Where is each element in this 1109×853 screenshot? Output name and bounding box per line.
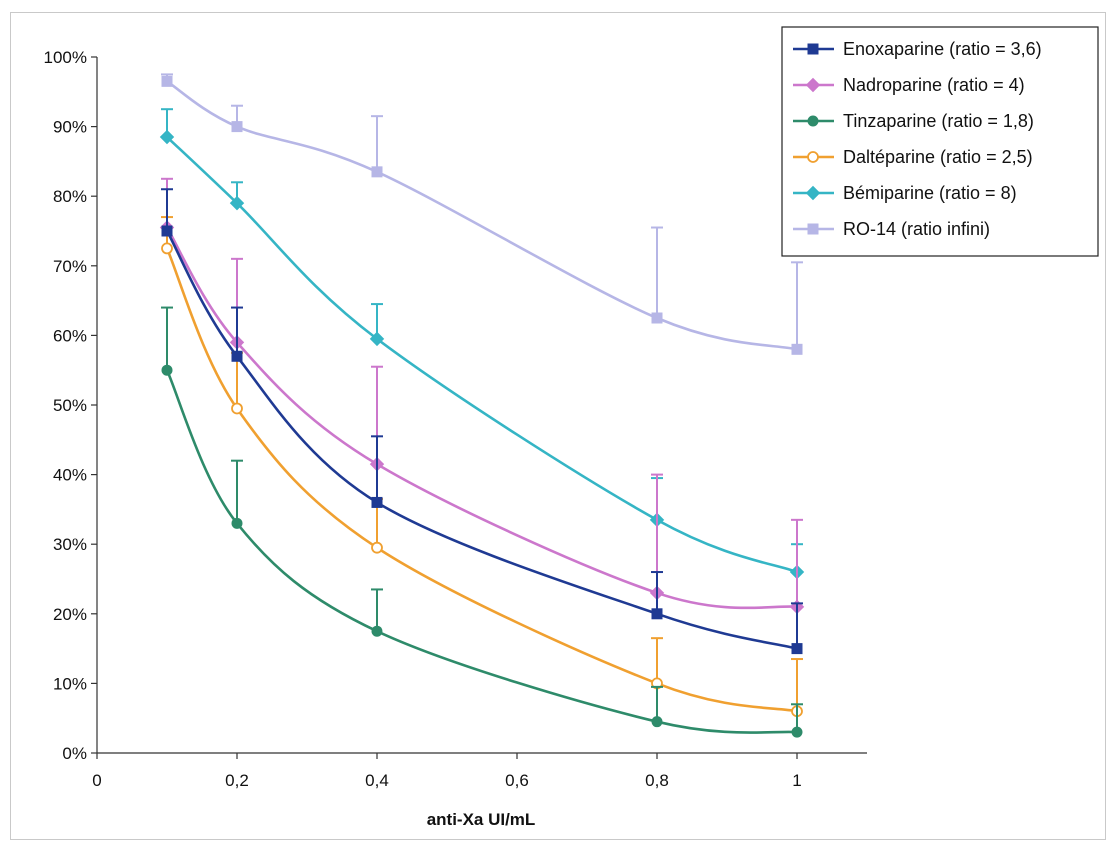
series-layer <box>159 73 805 738</box>
data-point <box>231 517 243 529</box>
data-point <box>651 608 663 620</box>
legend-label: Enoxaparine (ratio = 3,6) <box>843 39 1042 59</box>
legend-item: Nadroparine (ratio = 4) <box>793 75 1025 95</box>
data-point <box>229 195 245 211</box>
series-0 <box>161 188 803 655</box>
data-point <box>371 541 383 554</box>
series-line <box>165 230 798 650</box>
legend-item: Enoxaparine (ratio = 3,6) <box>793 39 1042 59</box>
data-point <box>159 129 175 145</box>
legend-label: Nadroparine (ratio = 4) <box>843 75 1025 95</box>
series-3 <box>161 216 803 718</box>
y-tick-label: 90% <box>53 118 87 137</box>
y-tick-label: 80% <box>53 187 87 206</box>
series-4 <box>159 108 805 580</box>
data-point <box>651 312 663 324</box>
data-point <box>371 166 383 178</box>
y-tick-label: 50% <box>53 396 87 415</box>
y-tick-label: 40% <box>53 466 87 485</box>
legend-marker <box>807 115 819 127</box>
series-2 <box>161 306 803 738</box>
legend: Enoxaparine (ratio = 3,6) Nadroparine (ra… <box>781 26 1099 257</box>
data-point <box>161 225 173 237</box>
y-tick-label: 60% <box>53 326 87 345</box>
data-point <box>791 643 803 655</box>
x-axis-title: anti-Xa UI/mL <box>427 810 536 829</box>
chart: 0% 10% 20% 30% 40% 50% 60% 70% 80% 90% 100% 0 0,2 0,4… <box>44 26 1099 829</box>
series-5 <box>161 73 803 355</box>
legend-label: Bémiparine (ratio = 8) <box>843 183 1017 203</box>
series-line <box>166 136 798 574</box>
y-tick-label: 100% <box>44 48 87 67</box>
data-point <box>371 625 383 637</box>
series-line <box>165 226 798 610</box>
legend-label: RO-14 (ratio infini) <box>843 219 990 239</box>
x-tick-label: 0,8 <box>645 771 669 790</box>
data-point <box>369 331 385 347</box>
legend-item: Daltéparine (ratio = 2,5) <box>793 147 1033 167</box>
y-tick-label: 0% <box>62 744 87 763</box>
data-point <box>791 343 803 355</box>
legend-box <box>781 26 1099 257</box>
legend-label: Daltéparine (ratio = 2,5) <box>843 147 1033 167</box>
legend-label: Tinzaparine (ratio = 1,8) <box>843 111 1034 131</box>
chart-frame: 0% 10% 20% 30% 40% 50% 60% 70% 80% 90% 100% 0 0,2 0,4… <box>10 12 1106 840</box>
legend-marker <box>807 223 819 235</box>
series-line <box>165 247 798 713</box>
legend-item: Tinzaparine (ratio = 1,8) <box>793 111 1034 131</box>
x-tick-label: 0,6 <box>505 771 529 790</box>
legend-marker <box>807 43 819 55</box>
data-point <box>161 75 173 87</box>
legend-item: Bémiparine (ratio = 8) <box>793 183 1017 203</box>
data-point <box>791 726 803 738</box>
data-point <box>231 402 243 415</box>
x-tick-label: 0,2 <box>225 771 249 790</box>
legend-marker <box>805 185 821 201</box>
x-tick-label: 0 <box>92 771 101 790</box>
legend-item: RO-14 (ratio infini) <box>793 219 990 239</box>
legend-items: Enoxaparine (ratio = 3,6) Nadroparine (ra… <box>793 39 1042 239</box>
data-point <box>371 496 383 508</box>
legend-marker <box>807 151 819 163</box>
x-tick-label: 0,4 <box>365 771 389 790</box>
x-tick-label: 1 <box>792 771 801 790</box>
data-point <box>231 121 243 133</box>
legend-marker <box>805 77 821 93</box>
series-line <box>166 80 798 351</box>
y-tick-label: 20% <box>53 605 87 624</box>
data-point <box>231 350 243 362</box>
y-tick-label: 10% <box>53 674 87 693</box>
y-tick-label: 70% <box>53 257 87 276</box>
data-point <box>161 364 173 376</box>
data-point <box>161 242 173 255</box>
data-point <box>651 716 663 728</box>
y-tick-label: 30% <box>53 535 87 554</box>
axes: 0% 10% 20% 30% 40% 50% 60% 70% 80% 90% 100% 0 0,2 0,4… <box>44 48 867 790</box>
